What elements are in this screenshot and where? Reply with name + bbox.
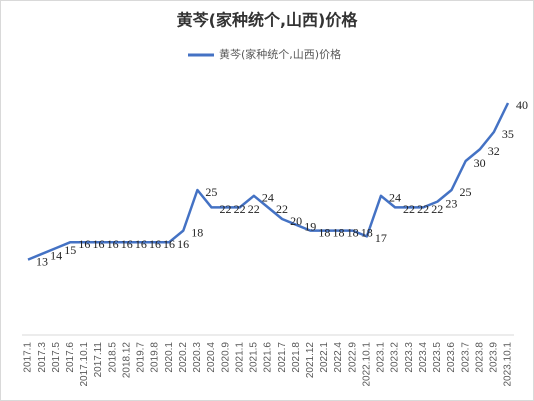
x-tick-label: 2017.11 [93, 342, 104, 378]
data-label: 24 [262, 191, 274, 205]
data-label: 18 [318, 225, 330, 239]
data-label: 19 [304, 220, 316, 234]
x-tick-label: 2019.8 [150, 342, 161, 373]
data-label: 23 [445, 196, 457, 210]
data-label: 16 [177, 237, 189, 251]
data-label: 18 [361, 225, 373, 239]
x-tick-label: 2022.10.1 [361, 342, 372, 387]
data-label: 22 [431, 202, 443, 216]
data-label: 13 [36, 254, 48, 268]
data-label: 30 [474, 156, 486, 170]
x-tick-label: 2023.10.1 [503, 342, 514, 387]
x-tick-label: 2020.4 [206, 342, 217, 373]
data-label: 22 [403, 202, 415, 216]
data-label: 24 [389, 191, 401, 205]
x-tick-label: 2022.9 [347, 342, 358, 373]
x-tick-label: 2020.2 [178, 342, 189, 373]
x-tick-label: 2023.2 [390, 342, 401, 373]
x-tick-label: 2021.1 [234, 342, 245, 373]
x-tick-label: 2021.8 [291, 342, 302, 373]
x-tick-label: 2020.3 [192, 342, 203, 373]
data-label: 22 [234, 202, 246, 216]
x-tick-label: 2017.5 [51, 342, 62, 373]
x-tick-label: 2023.5 [432, 342, 443, 373]
data-label: 16 [121, 237, 133, 251]
x-tick-label: 2019.7 [136, 342, 147, 373]
data-label: 16 [78, 237, 90, 251]
x-tick-label: 2023.8 [474, 342, 485, 373]
x-tick-label: 2023.3 [404, 342, 415, 373]
data-label: 25 [460, 185, 472, 199]
data-label: 18 [347, 225, 359, 239]
data-label: 16 [163, 237, 175, 251]
data-label: 25 [205, 185, 217, 199]
x-tick-label: 2017.6 [65, 342, 76, 373]
x-tick-label: 2021.12 [305, 342, 316, 379]
data-label: 17 [375, 231, 387, 245]
data-label: 32 [488, 144, 500, 158]
data-label: 18 [191, 225, 203, 239]
x-tick-label: 2021.6 [263, 342, 274, 373]
x-tick-label: 2020.1 [164, 342, 175, 373]
x-tick-label: 2023.6 [446, 342, 457, 373]
x-tick-label: 2023.9 [489, 342, 500, 373]
x-tick-label: 2017.10.1 [79, 342, 90, 387]
data-label: 35 [502, 127, 514, 141]
x-tick-label: 2022.1 [319, 342, 330, 373]
data-label: 22 [220, 202, 232, 216]
x-tick-label: 2023.4 [418, 342, 429, 373]
x-tick-label: 2021.7 [277, 342, 288, 373]
data-label: 14 [50, 249, 62, 263]
x-tick-label: 2021.5 [249, 342, 260, 373]
x-tick-label: 2018.12 [121, 342, 132, 379]
data-label: 22 [248, 202, 260, 216]
data-label: 22 [417, 202, 429, 216]
line-series [27, 102, 510, 261]
x-tick-label: 2020.9 [220, 342, 231, 373]
x-tick-label: 2023.1 [376, 342, 387, 373]
data-label: 20 [290, 214, 302, 228]
x-tick-label: 2017.1 [23, 342, 34, 373]
x-tick-label: 2023.7 [460, 342, 471, 373]
x-tick-label: 2017.3 [37, 342, 48, 373]
data-label: 18 [332, 225, 344, 239]
data-label: 16 [149, 237, 161, 251]
x-tick-label: 2018.5 [107, 342, 118, 373]
data-label: 16 [135, 237, 147, 251]
chart-title: 黄芩(家种统个,山西)价格 [177, 11, 359, 30]
data-label: 22 [276, 202, 288, 216]
x-tick-label: 2022.4 [333, 342, 344, 373]
data-label: 16 [92, 237, 104, 251]
legend-label: 黄芩(家种统个,山西)价格 [219, 47, 341, 61]
data-label: 40 [516, 98, 528, 112]
data-label: 16 [107, 237, 119, 251]
data-label: 15 [64, 243, 76, 257]
